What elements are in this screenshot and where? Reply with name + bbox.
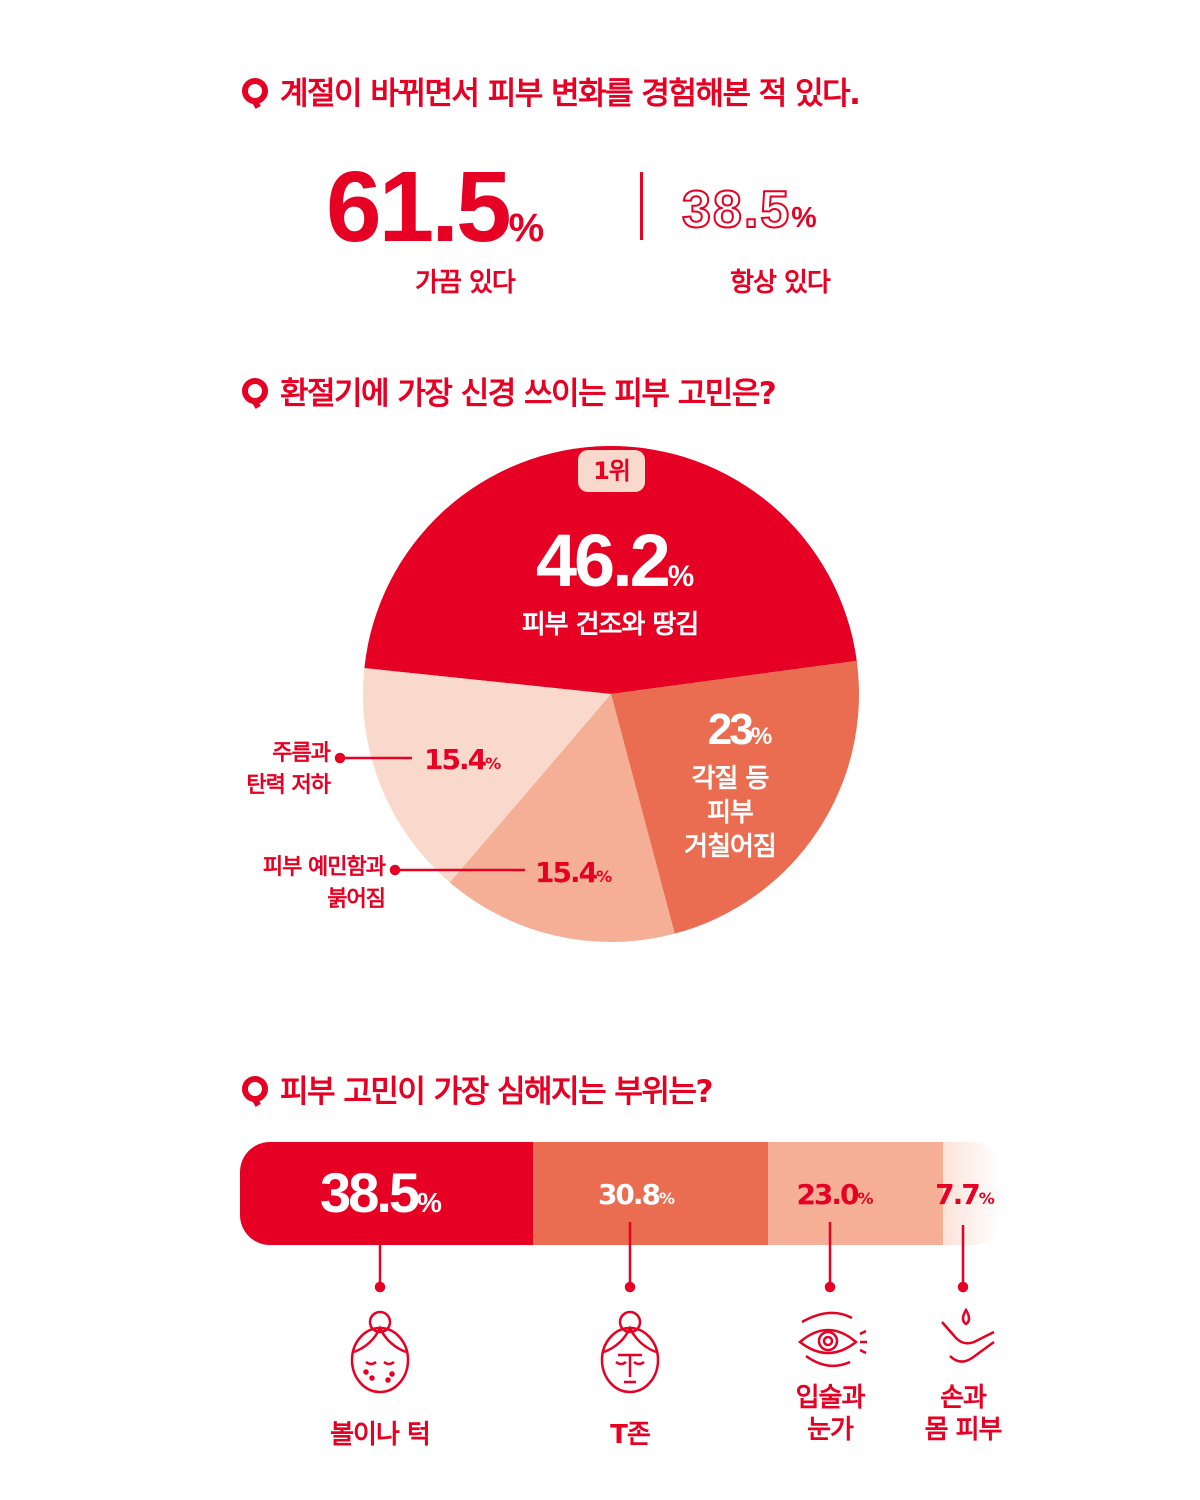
label-line: 탄력 저하 (246, 773, 331, 798)
connector-lines (334, 752, 969, 1293)
unit: % (857, 1189, 874, 1208)
stat-sometimes-label: 가끔 있다 (415, 268, 516, 298)
label-line: 손과 (940, 1383, 987, 1413)
segment-label: 입술과 눈가 (770, 1382, 890, 1446)
stacked-bar (240, 1142, 1002, 1245)
stat-always-label: 항상 있다 (730, 268, 831, 298)
face-tzone-icon (600, 1310, 660, 1394)
hand-drop-icon (941, 1307, 995, 1363)
q-icon (242, 1075, 268, 1102)
question-3-text: 피부 고민이 가장 심해지는 부위는? (280, 1074, 713, 1110)
unit: % (659, 1189, 675, 1208)
label-line: 눈가 (807, 1415, 854, 1445)
segment-label: 손과 몸 피부 (903, 1382, 1023, 1446)
slice-value: 15.4 (535, 856, 598, 889)
question-2: 환절기에 가장 신경 쓰이는 피부 고민은? (242, 368, 777, 413)
slice-label-value: 15.4% (424, 743, 501, 776)
bar-segment (240, 1142, 534, 1245)
divider (640, 172, 643, 240)
pie-slice (363, 668, 611, 883)
slice-unit: % (596, 867, 612, 886)
segment-value: 30.8% (522, 1178, 749, 1211)
slice-unit: % (750, 723, 773, 750)
value: 30.8 (597, 1178, 661, 1211)
slice-value: 46.2 (535, 519, 671, 602)
slice-label: 피부 건조와 땅김 (521, 610, 700, 640)
slice-unit: % (485, 754, 501, 773)
rank-badge: 1위 (578, 450, 645, 492)
slice-label-value: 15.4% (535, 856, 612, 889)
unit: % (417, 1187, 442, 1218)
segment-label: 볼이나 턱 (330, 1420, 431, 1450)
label-line: 피부 예민함과 (262, 855, 386, 880)
question-3: 피부 고민이 가장 심해지는 부위는? (242, 1066, 713, 1111)
bar-segment (768, 1142, 944, 1245)
stat-unit: % (791, 202, 817, 234)
slice-value: 23 (707, 705, 754, 754)
slice-value: 15.4 (424, 743, 487, 776)
segment-value: 38.5% (240, 1160, 522, 1225)
pie-slice (364, 446, 857, 694)
question-1-text: 계절이 바뀌면서 피부 변화를 경험해본 적 있다. (280, 76, 861, 112)
segment-value: 7.7% (919, 1178, 1009, 1211)
slice-label-value: 23% (670, 705, 810, 755)
bar-segment (943, 1142, 1002, 1245)
segment-value: 23.0% (749, 1178, 919, 1211)
value: 7.7 (935, 1178, 981, 1211)
label-line: 몸 피부 (924, 1415, 1003, 1445)
stat-always: 38.5% (681, 180, 817, 240)
label-line: 입술과 (795, 1383, 866, 1413)
face-blemish-icon (350, 1310, 410, 1394)
label-line: 거칠어짐 (684, 832, 777, 862)
label-line: 붉어짐 (327, 887, 386, 912)
question-2-text: 환절기에 가장 신경 쓰이는 피부 고민은? (280, 376, 777, 412)
bar-segment (533, 1142, 769, 1245)
stat-unit: % (508, 206, 545, 250)
stat-sometimes: 61.5% (326, 150, 611, 265)
q-icon (242, 77, 268, 104)
eye-icon (798, 1311, 867, 1368)
value: 23.0 (796, 1178, 859, 1211)
q-icon (242, 377, 268, 404)
unit: % (978, 1189, 995, 1208)
pie-slice (449, 694, 675, 942)
label-line: 주름과 (272, 741, 331, 766)
pie-slice (611, 660, 859, 934)
label-line: 피부 (707, 798, 754, 828)
slice-label-value: 46.2% (480, 518, 750, 603)
question-1: 계절이 바뀌면서 피부 변화를 경험해본 적 있다. (242, 68, 861, 113)
segment-label: T존 (610, 1420, 651, 1450)
value: 38.5 (320, 1161, 420, 1224)
stat-value: 38.5 (681, 180, 792, 240)
slice-unit: % (667, 560, 695, 593)
label-line: 각질 등 (691, 764, 770, 794)
stat-value: 61.5 (326, 151, 512, 263)
